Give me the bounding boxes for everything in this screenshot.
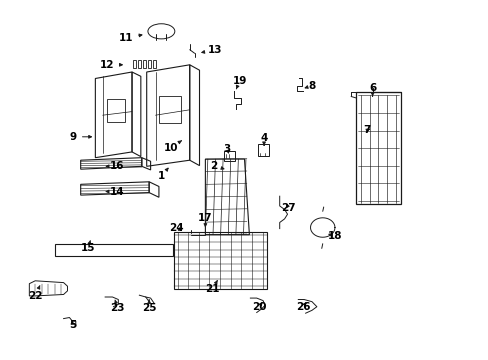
Text: 2: 2 bbox=[210, 161, 224, 171]
Text: 22: 22 bbox=[28, 285, 42, 301]
Text: 1: 1 bbox=[158, 168, 168, 181]
Text: 3: 3 bbox=[224, 144, 230, 154]
Text: 11: 11 bbox=[119, 33, 142, 43]
Text: 4: 4 bbox=[260, 132, 267, 145]
Text: 25: 25 bbox=[142, 300, 156, 313]
Bar bbox=[224, 151, 234, 161]
Text: 16: 16 bbox=[106, 161, 124, 171]
Text: 10: 10 bbox=[163, 141, 181, 153]
Text: 27: 27 bbox=[281, 203, 295, 213]
Text: 5: 5 bbox=[69, 320, 76, 330]
Text: 14: 14 bbox=[106, 186, 124, 197]
Text: 24: 24 bbox=[168, 222, 183, 233]
Text: 15: 15 bbox=[81, 240, 95, 253]
Bar bbox=[159, 96, 181, 123]
Bar bbox=[106, 99, 125, 122]
Text: 23: 23 bbox=[110, 300, 124, 313]
Text: 17: 17 bbox=[198, 213, 212, 226]
Text: 21: 21 bbox=[205, 281, 220, 294]
Text: 9: 9 bbox=[70, 132, 91, 142]
Text: 18: 18 bbox=[327, 231, 342, 241]
Text: 12: 12 bbox=[99, 60, 122, 70]
Text: 6: 6 bbox=[368, 83, 375, 96]
Text: 13: 13 bbox=[202, 45, 222, 55]
Text: 20: 20 bbox=[251, 302, 266, 312]
Text: 26: 26 bbox=[295, 302, 310, 312]
Text: 7: 7 bbox=[362, 125, 370, 135]
Text: 8: 8 bbox=[305, 81, 315, 91]
Text: 19: 19 bbox=[232, 76, 246, 89]
Bar bbox=[258, 144, 268, 156]
Bar bbox=[55, 244, 173, 256]
